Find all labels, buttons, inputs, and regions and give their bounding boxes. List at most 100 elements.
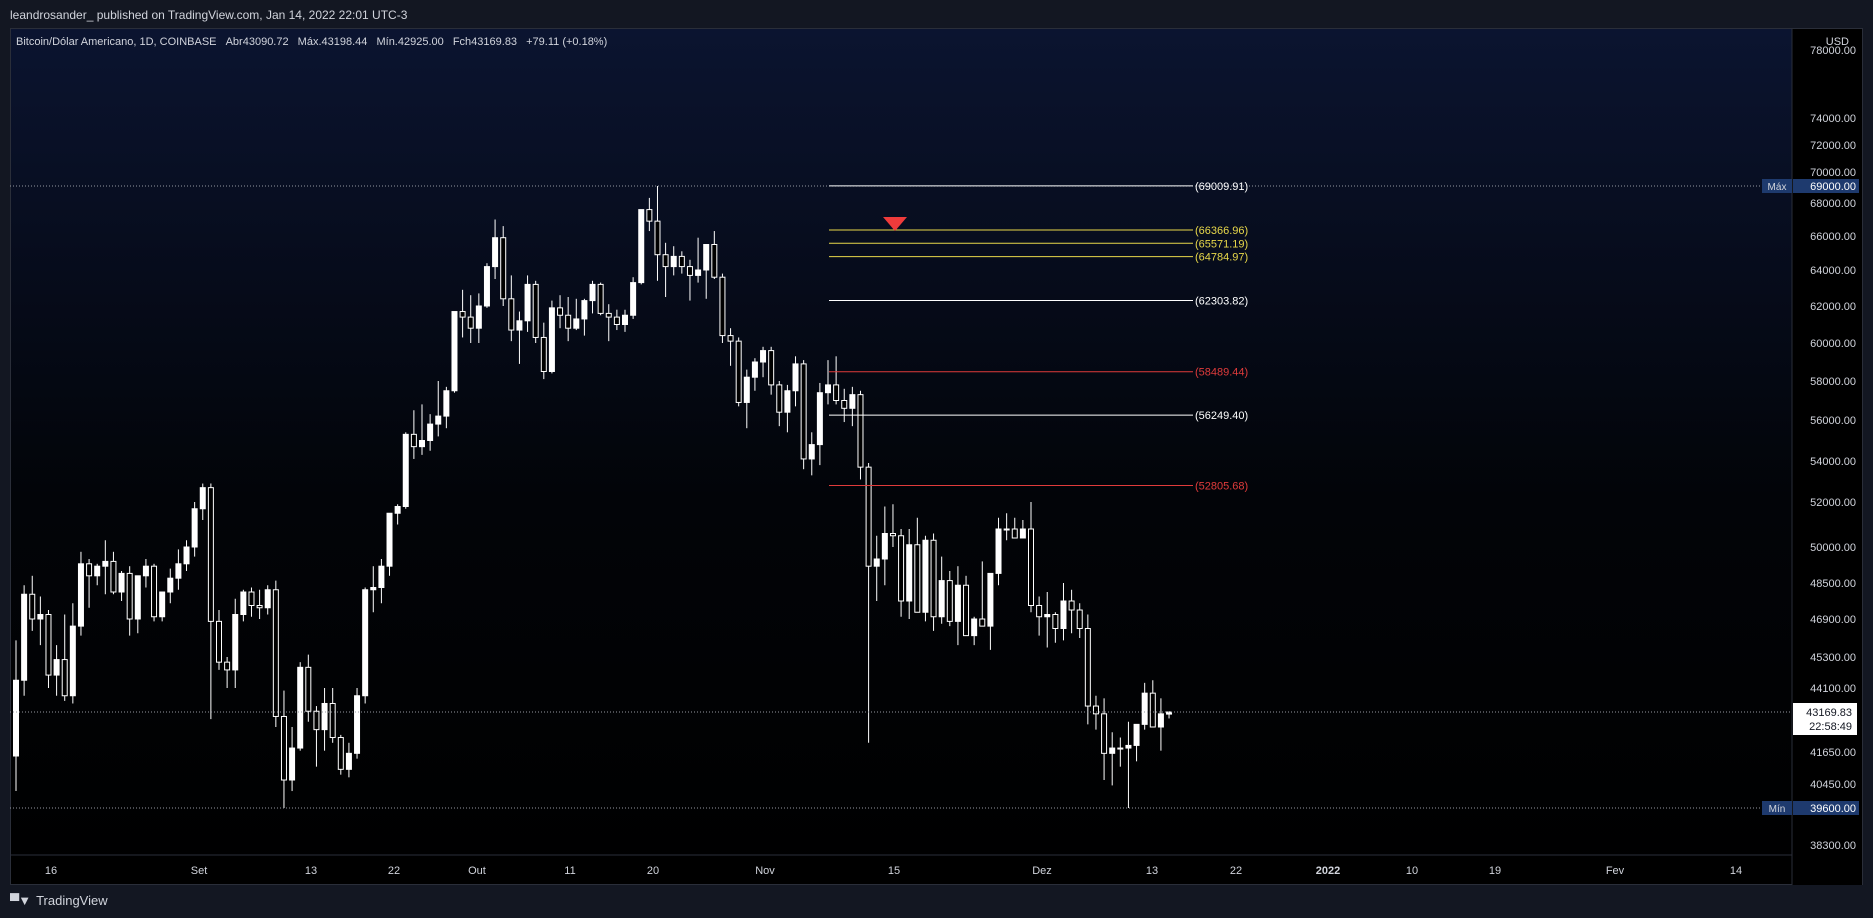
candle-body xyxy=(1060,600,1067,629)
time-tick-label: 19 xyxy=(1489,865,1501,877)
price-tick-label: 45300.00 xyxy=(1810,652,1856,664)
candle-body xyxy=(354,695,361,754)
candle-body xyxy=(1141,692,1148,725)
candle-body xyxy=(451,311,458,392)
candle-body xyxy=(175,563,182,579)
price-tick-label: 74000.00 xyxy=(1810,113,1856,125)
candle-body xyxy=(508,298,515,331)
candle-body xyxy=(914,544,921,613)
candle-body xyxy=(889,533,896,537)
publish-header: leandrosander_ published on TradingView.… xyxy=(0,0,1873,28)
candle-body xyxy=(630,282,637,316)
level-label: (69009.91) xyxy=(1195,181,1248,193)
candle-body xyxy=(524,283,531,322)
candle-body xyxy=(995,528,1002,574)
max-price-label-bg xyxy=(1762,179,1792,193)
time-tick-label: 10 xyxy=(1406,865,1418,877)
candle-body xyxy=(53,659,60,676)
candle-body xyxy=(516,320,523,331)
time-tick-label: Dez xyxy=(1032,865,1052,877)
candle-body xyxy=(963,584,970,637)
current-price-tag xyxy=(1793,703,1857,735)
open-label: Abr xyxy=(225,36,243,48)
bar-countdown: 22:58:49 xyxy=(1809,721,1852,733)
time-tick-label: 13 xyxy=(305,865,317,877)
tradingview-logo[interactable]: ▀▼ TradingView xyxy=(10,893,108,908)
level-label: (66366.96) xyxy=(1195,225,1248,237)
candle-body xyxy=(808,444,815,460)
time-tick-label: Out xyxy=(468,865,486,877)
level-label: (62303.82) xyxy=(1195,296,1248,308)
candle-body xyxy=(532,283,539,338)
candle-body xyxy=(971,618,978,637)
candle-body xyxy=(1052,614,1059,629)
candle-body xyxy=(151,565,158,618)
candle-body xyxy=(435,415,442,425)
price-tick-label: 72000.00 xyxy=(1810,140,1856,152)
candle-body xyxy=(248,591,255,606)
candle-body xyxy=(954,584,961,622)
candle-body xyxy=(370,587,377,591)
candle-body xyxy=(865,466,872,567)
candle-body xyxy=(13,679,19,757)
level-label: (52805.68) xyxy=(1195,480,1248,492)
time-tick-label: Fev xyxy=(1606,865,1625,877)
candle-body xyxy=(394,506,401,514)
candle-body xyxy=(402,433,409,508)
candle-body xyxy=(110,560,117,593)
candle-body xyxy=(1117,747,1124,750)
time-tick-label: 2022 xyxy=(1316,865,1340,877)
candle-body xyxy=(800,363,807,460)
candle-body xyxy=(1133,723,1140,746)
price-axis-panel xyxy=(1792,29,1862,885)
candle-body xyxy=(29,593,36,620)
price-tick-label: 68000.00 xyxy=(1810,198,1856,210)
chart-pane[interactable] xyxy=(10,28,1863,885)
candle-body xyxy=(581,300,588,320)
price-tick-label: 50000.00 xyxy=(1810,542,1856,554)
high-value: 43198.44 xyxy=(321,36,368,48)
candle-body xyxy=(183,546,190,565)
candle-body xyxy=(1125,744,1132,749)
price-tick-label: 70000.00 xyxy=(1810,167,1856,179)
candle-body xyxy=(540,336,547,373)
candle-body xyxy=(1149,692,1156,728)
candle-body xyxy=(94,565,101,577)
candle-body xyxy=(21,593,28,681)
close-label: Fch xyxy=(452,36,472,48)
candle-body xyxy=(1092,705,1099,715)
currency-label[interactable]: USD xyxy=(1825,36,1849,48)
candle-body xyxy=(711,244,718,278)
candle-body xyxy=(565,314,572,329)
candle-body xyxy=(727,335,734,342)
candle-body xyxy=(37,614,44,620)
candle-body xyxy=(589,283,596,302)
price-tick-label: 41650.00 xyxy=(1810,747,1856,759)
candle-body xyxy=(548,307,555,373)
candle-body xyxy=(735,340,742,403)
candle-body xyxy=(792,363,799,392)
publish-line: leandrosander_ published on TradingView.… xyxy=(10,8,408,22)
min-price-value: 39600.00 xyxy=(1810,803,1856,815)
candle-body xyxy=(605,312,612,318)
min-price-value-bg xyxy=(1793,801,1859,815)
level-label: (64784.97) xyxy=(1195,252,1248,264)
low-label: Mín. xyxy=(376,36,398,48)
candle-body xyxy=(118,572,125,593)
time-tick-label: 22 xyxy=(388,865,400,877)
price-tick-label: 44100.00 xyxy=(1810,683,1856,695)
candle-body xyxy=(987,572,994,627)
candle-body xyxy=(881,533,888,560)
candle-body xyxy=(305,666,312,712)
time-tick-label: Nov xyxy=(755,865,775,877)
candle-body xyxy=(833,384,840,401)
max-price-label: Máx xyxy=(1768,182,1787,193)
footer: ▀▼ TradingView xyxy=(0,885,1873,918)
candle-body xyxy=(1019,528,1026,539)
symbol-name[interactable]: Bitcoin/Dólar Americano, 1D, COINBASE xyxy=(16,36,217,48)
candle-body xyxy=(662,254,669,268)
candle-body xyxy=(475,305,482,329)
candle-body xyxy=(297,666,304,749)
candle-body xyxy=(126,572,133,620)
